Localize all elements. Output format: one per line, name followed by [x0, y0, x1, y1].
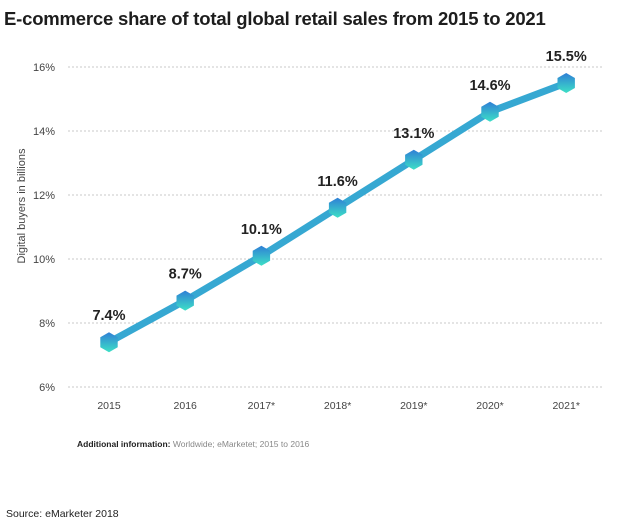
- x-tick-label: 2019*: [400, 400, 427, 412]
- y-tick-label: 8%: [39, 318, 55, 330]
- data-point-marker: [176, 290, 194, 311]
- data-point-marker: [252, 245, 271, 266]
- data-point-marker: [328, 197, 347, 218]
- x-tick-label: 2021*: [552, 400, 579, 412]
- chart-title: E-commerce share of total global retail …: [4, 8, 546, 29]
- data-label: 11.6%: [317, 174, 357, 190]
- x-tick-label: 2020*: [476, 400, 503, 412]
- note-text: Worldwide; eMarketet; 2015 to 2016: [170, 439, 310, 449]
- x-tick-label: 2016: [174, 400, 198, 412]
- y-tick-label: 6%: [39, 382, 55, 394]
- x-tick-label: 2018*: [324, 400, 351, 412]
- additional-information: Additional information: Worldwide; eMark…: [77, 439, 309, 449]
- data-label: 10.1%: [241, 222, 282, 238]
- data-label: 13.1%: [393, 126, 434, 142]
- data-point-marker: [557, 73, 575, 93]
- data-label: 7.4%: [92, 308, 125, 324]
- note-label: Additional information:: [77, 439, 171, 449]
- data-point-marker: [405, 149, 423, 170]
- data-label: 8.7%: [169, 267, 202, 283]
- y-tick-label: 12%: [33, 190, 55, 202]
- source-text: Source: eMarketer 2018: [6, 508, 119, 520]
- y-tick-label: 16%: [33, 62, 55, 74]
- y-tick-label: 14%: [33, 126, 55, 138]
- data-point-marker: [100, 332, 118, 353]
- data-label: 14.6%: [469, 78, 510, 94]
- x-tick-label: 2015: [97, 400, 121, 412]
- x-tick-label: 2017*: [248, 400, 275, 412]
- data-label: 15.5%: [546, 49, 587, 65]
- y-tick-label: 10%: [33, 254, 55, 266]
- data-point-marker: [481, 101, 499, 122]
